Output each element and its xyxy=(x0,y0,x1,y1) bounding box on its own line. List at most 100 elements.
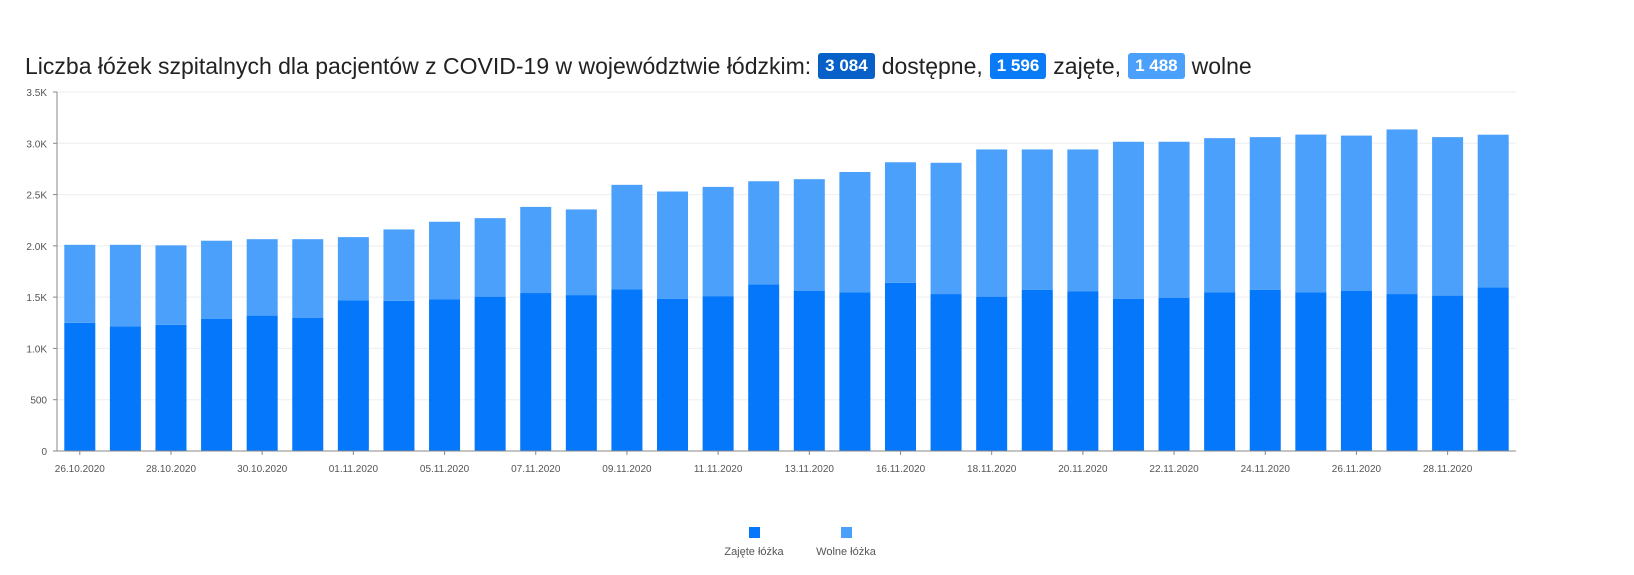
bar-occupied xyxy=(748,284,780,451)
y-tick-label: 1.5K xyxy=(26,293,47,304)
bar-occupied xyxy=(1249,289,1281,451)
y-tick-label: 0 xyxy=(41,447,47,458)
bar-free xyxy=(292,239,324,318)
bar-occupied xyxy=(383,300,415,451)
bar-free xyxy=(474,218,506,297)
x-tick-label: 07.11.2020 xyxy=(511,464,561,475)
x-tick-label: 11.11.2020 xyxy=(694,464,743,475)
bar-occupied xyxy=(930,294,962,451)
bar-free xyxy=(1249,137,1281,290)
bar-occupied xyxy=(520,293,552,451)
bar-occupied xyxy=(793,290,825,451)
bar-occupied xyxy=(474,296,506,451)
bar-occupied xyxy=(611,289,643,451)
x-tick-label: 26.10.2020 xyxy=(55,464,105,475)
bar-free xyxy=(201,240,233,319)
x-tick-label: 26.11.2020 xyxy=(1332,464,1382,475)
bar-free xyxy=(383,229,415,301)
bar-free xyxy=(520,206,552,294)
bar-free xyxy=(1295,134,1327,293)
bar-occupied xyxy=(1477,287,1509,451)
x-tick-label: 22.11.2020 xyxy=(1149,464,1199,475)
legend-label-occupied: Zajęte łóżka xyxy=(724,546,784,558)
y-tick-label: 2.5K xyxy=(26,191,47,202)
bar-free xyxy=(1204,138,1236,293)
x-tick-label: 28.10.2020 xyxy=(146,464,196,475)
x-tick-label: 20.11.2020 xyxy=(1058,464,1108,475)
bar-occupied xyxy=(565,295,597,451)
bar-free xyxy=(1112,141,1144,299)
bar-free xyxy=(64,244,96,323)
bar-free xyxy=(109,244,141,327)
bar-free xyxy=(748,181,780,285)
bar-occupied xyxy=(1432,295,1464,451)
occupied-beds-badge: 1 596 xyxy=(989,53,1047,79)
bar-free xyxy=(793,179,825,291)
available-label: dostępne, xyxy=(881,52,983,79)
x-tick-label: 18.11.2020 xyxy=(967,464,1017,475)
legend-swatch-free xyxy=(840,527,852,538)
bar-occupied xyxy=(1340,290,1372,451)
x-tick-label: 13.11.2020 xyxy=(785,464,835,475)
bar-free xyxy=(976,149,1008,297)
bar-occupied xyxy=(976,296,1008,451)
legend-item-occupied[interactable]: Zajęte łóżka xyxy=(694,527,814,558)
x-tick-label: 30.10.2020 xyxy=(237,464,287,475)
bar-occupied xyxy=(1021,289,1053,451)
free-beds-badge: 1 488 xyxy=(1128,53,1185,79)
x-tick-label: 16.11.2020 xyxy=(876,464,926,475)
bar-free xyxy=(1386,129,1418,295)
bar-free xyxy=(246,239,278,316)
y-tick-label: 1.0K xyxy=(26,344,47,355)
bar-occupied xyxy=(155,324,187,451)
y-tick-label: 2.0K xyxy=(26,242,47,253)
bar-free xyxy=(429,221,461,300)
bar-free xyxy=(930,162,962,295)
x-tick-label: 01.11.2020 xyxy=(329,464,379,475)
stacked-bar-chart: 0 500 1.0K 1.5K 2.0K 2.5K 3.0K 3.5K 26.10.2020 28… xyxy=(26,88,1516,475)
y-tick-label: 3.0K xyxy=(26,139,47,150)
bar-occupied xyxy=(1295,292,1327,451)
bar-free xyxy=(1340,135,1372,291)
bar-free xyxy=(1432,137,1464,296)
bar-free xyxy=(565,209,597,296)
bar-free xyxy=(702,186,734,297)
free-label: wolne xyxy=(1191,52,1252,79)
bar-occupied xyxy=(839,292,871,451)
legend-label-free: Wolne łóżka xyxy=(816,546,876,558)
bar-free xyxy=(611,184,643,290)
bar-free xyxy=(1021,149,1053,290)
x-tick-label: 09.11.2020 xyxy=(602,464,652,475)
x-tick-label: 05.11.2020 xyxy=(420,464,470,475)
bar-occupied xyxy=(702,296,734,451)
chart-title: Liczba łóżek szpitalnych dla pacjentów z… xyxy=(25,46,1625,86)
bar-free xyxy=(337,237,369,301)
bar-occupied xyxy=(884,282,916,451)
bar-occupied xyxy=(1158,297,1190,451)
bar-free xyxy=(657,191,689,299)
y-tick-label: 3.5K xyxy=(26,88,47,99)
x-tick-label: 24.11.2020 xyxy=(1241,464,1291,475)
bar-occupied xyxy=(429,299,461,451)
bar-occupied xyxy=(109,326,141,451)
bar-occupied xyxy=(1112,298,1144,451)
title-prefix: Liczba łóżek szpitalnych dla pacjentów z… xyxy=(25,52,812,79)
bar-free xyxy=(1477,134,1509,288)
bar-free xyxy=(1158,141,1190,298)
legend-swatch-occupied xyxy=(748,527,760,538)
bar-occupied xyxy=(64,322,96,451)
bar-free xyxy=(1067,149,1099,292)
bar-occupied xyxy=(1204,292,1236,451)
legend-item-free[interactable]: Wolne łóżka xyxy=(786,527,906,558)
y-tick-label: 500 xyxy=(30,396,47,407)
bar-free xyxy=(155,245,187,325)
bar-occupied xyxy=(657,298,689,451)
bar-free xyxy=(839,172,871,293)
bar-occupied xyxy=(246,315,278,451)
bar-occupied xyxy=(292,317,324,451)
available-beds-badge: 3 084 xyxy=(818,53,875,79)
bar-occupied xyxy=(1067,291,1099,451)
x-tick-label: 28.11.2020 xyxy=(1423,464,1473,475)
bar-occupied xyxy=(201,318,233,451)
bar-occupied xyxy=(1386,294,1418,451)
